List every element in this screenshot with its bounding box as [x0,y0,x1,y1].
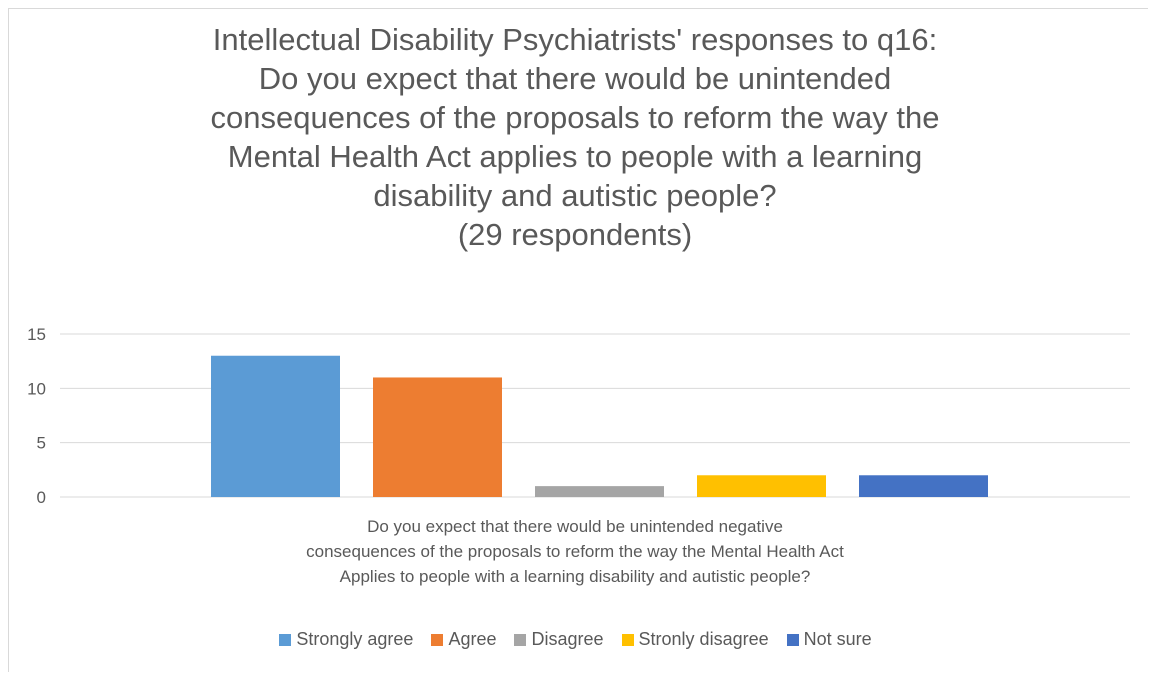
y-tick-label-5: 5 [37,434,46,453]
chart-title-line-4: Mental Health Act applies to people with… [227,139,923,174]
y-tick-label-15: 15 [27,325,46,344]
x-axis-title-line-3: Applies to people with a learning disabi… [339,567,811,586]
bar-disagree [535,486,664,497]
legend-swatch [279,633,292,646]
x-axis-title: Do you expect that there would be uninte… [150,514,1000,589]
chart-title-line-5: disability and autistic people? [373,178,777,213]
x-axis-title-line-2: consequences of the proposals to reform … [306,542,844,561]
chart-title-line-1: Intellectual Disability Psychiatrists' r… [212,22,938,57]
legend-label: Not sure [803,629,872,649]
legend-label: Disagree [531,629,604,649]
legend-item-disagree: Disagree [514,629,604,650]
x-axis-title-line-1: Do you expect that there would be uninte… [367,517,783,536]
y-tick-label-0: 0 [37,488,46,507]
y-axis-ticks: 0 5 10 15 [27,325,46,507]
legend-item-agree: Agree [431,629,496,650]
legend-swatch [621,633,634,646]
chart-frame [8,8,1148,672]
legend-item-stronly-disagree: Stronly disagree [621,629,769,650]
bar-agree [373,377,502,497]
bars [211,355,988,497]
chart-title: Intellectual Disability Psychiatrists' r… [150,20,1000,254]
legend-swatch [514,633,527,646]
bar-not-sure [859,475,988,497]
chart-title-line-2: Do you expect that there would be uninte… [258,61,892,96]
bar-stronly-disagree [697,475,826,497]
y-tick-label-10: 10 [27,379,46,398]
legend-swatch [431,633,444,646]
legend-label: Agree [448,629,497,649]
legend-label: Stronly disagree [638,629,769,649]
legend-swatch [786,633,799,646]
chart-title-line-6: (29 respondents) [457,217,693,252]
bar-strongly-agree [211,355,340,497]
legend-label: Strongly agree [296,629,414,649]
chart-title-line-3: consequences of the proposals to reform … [210,100,940,135]
legend: Strongly agree Agree Disagree Stronly disag… [0,629,1151,650]
legend-item-not-sure: Not sure [786,629,872,650]
legend-item-strongly-agree: Strongly agree [279,629,413,650]
